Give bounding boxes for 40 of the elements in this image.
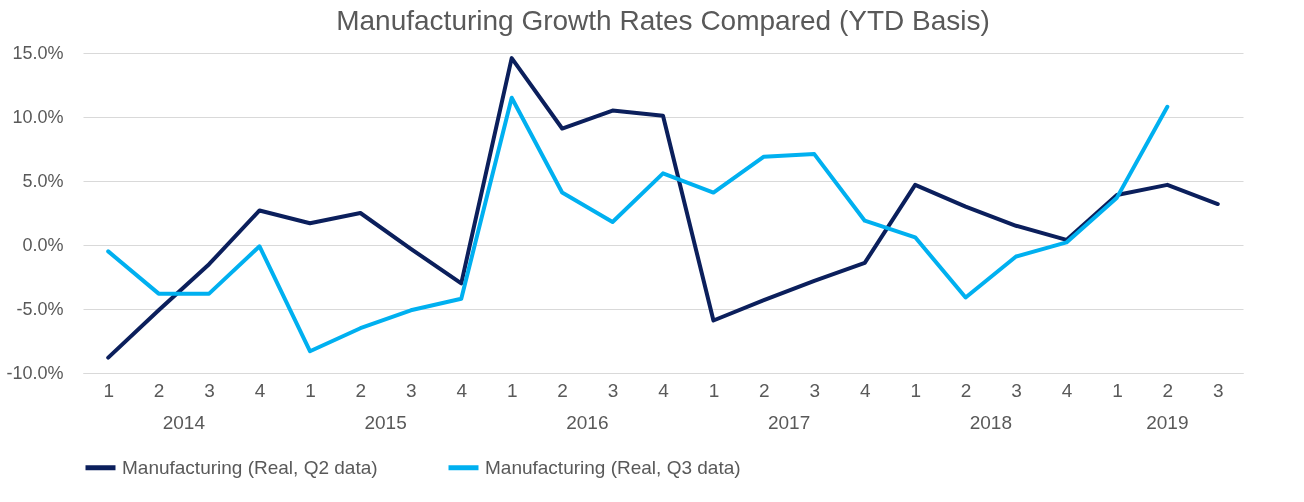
x-tick-label: 1	[910, 379, 921, 401]
legend-label: Manufacturing (Real, Q2 data)	[122, 456, 378, 478]
x-tick-label: 2	[759, 379, 770, 401]
text: 2014	[162, 412, 206, 433]
x-tick-label: 2	[1162, 379, 1174, 401]
line-series	[106, 95, 1170, 354]
x-tick-label: 2	[153, 379, 165, 401]
text: 2016	[566, 412, 609, 433]
y-tick-label: 0.0%	[22, 234, 64, 255]
x-tick-label: 1	[708, 379, 720, 401]
x-tick-label: 4	[1061, 379, 1073, 401]
x-tick-label: 3	[1011, 379, 1022, 401]
x-tick-label: 1	[506, 379, 518, 401]
line-series	[106, 56, 1220, 360]
x-tick-label: 2	[355, 379, 367, 401]
x-tick-label: 4	[254, 379, 266, 401]
y-tick-label: 10.0%	[12, 106, 64, 127]
x-tick-label: 1	[1112, 379, 1123, 401]
x-tick-label: 1	[305, 379, 316, 401]
text: 2019	[1146, 412, 1189, 433]
x-tick-label: 4	[658, 379, 670, 401]
x-tick-label: 1	[103, 379, 115, 401]
text: 2015	[364, 412, 407, 433]
x-tick-label: 2	[557, 379, 568, 401]
text: 2017	[767, 412, 811, 433]
x-tick-label: 3	[406, 379, 417, 401]
y-tick-label: -10.0%	[6, 362, 64, 383]
x-tick-label: 4	[859, 379, 871, 401]
text: 2018	[969, 412, 1012, 433]
x-tick-label: 3	[809, 379, 821, 401]
y-tick-label: 15.0%	[12, 42, 64, 63]
x-tick-label: 3	[607, 379, 619, 401]
y-tick-label: -5.0%	[16, 298, 64, 319]
y-tick-label: 5.0%	[22, 170, 64, 191]
legend-label: Manufacturing (Real, Q3 data)	[485, 456, 741, 478]
x-tick-label: 2	[960, 379, 972, 401]
x-tick-label: 3	[204, 379, 215, 401]
x-tick-label: 4	[456, 379, 468, 401]
x-tick-label: 3	[1212, 379, 1224, 401]
chart-title: Manufacturing Growth Rates Compared (YTD Basis)	[336, 5, 990, 36]
